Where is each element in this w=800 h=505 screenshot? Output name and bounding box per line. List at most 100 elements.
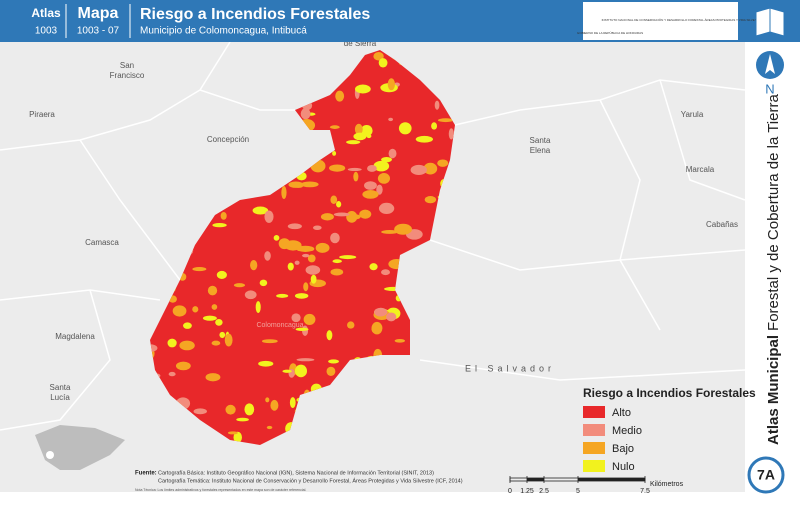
risk-patch bbox=[354, 123, 363, 135]
place-label: Magdalena bbox=[55, 332, 95, 341]
risk-patch bbox=[167, 338, 177, 348]
legend-swatch bbox=[583, 424, 605, 436]
legend-swatch bbox=[583, 460, 605, 472]
risk-patch bbox=[255, 301, 261, 313]
risk-patch bbox=[150, 344, 158, 353]
risk-patch bbox=[212, 222, 227, 228]
risk-patch bbox=[410, 164, 427, 176]
book-icon bbox=[755, 7, 785, 37]
risk-patch bbox=[398, 122, 412, 135]
legend-label: Medio bbox=[612, 425, 642, 437]
risk-patch bbox=[250, 259, 258, 271]
risk-patch bbox=[233, 431, 242, 443]
risk-patch bbox=[381, 230, 399, 234]
risk-patch bbox=[388, 148, 397, 159]
map-number: 1003 - 07 bbox=[77, 26, 120, 37]
source-line: Cartografía Básica: Instituto Geográfico… bbox=[158, 470, 434, 476]
risk-patch bbox=[295, 327, 309, 331]
risk-patch bbox=[437, 159, 449, 167]
risk-patch bbox=[434, 100, 440, 110]
risk-patch bbox=[300, 181, 319, 188]
risk-patch bbox=[346, 140, 361, 145]
inset-country bbox=[35, 425, 125, 470]
risk-patch bbox=[336, 200, 342, 208]
risk-patch bbox=[387, 78, 395, 91]
risk-patch bbox=[328, 359, 340, 364]
risk-patch bbox=[296, 245, 315, 252]
risk-patch bbox=[339, 255, 357, 260]
map-label: Mapa bbox=[78, 5, 119, 22]
scale-label: 0 bbox=[508, 488, 512, 495]
badge: 7A bbox=[757, 467, 775, 483]
risk-patch bbox=[315, 242, 330, 253]
scale-bar: Kilómetros 0 1.25 2.5 5 7.5 bbox=[508, 476, 684, 495]
risk-patch bbox=[216, 270, 227, 279]
inset-locator bbox=[46, 451, 54, 459]
atlas-number: 1003 bbox=[35, 26, 58, 37]
north-arrow bbox=[765, 54, 775, 74]
risk-patch bbox=[424, 196, 437, 204]
scale-segment bbox=[578, 478, 645, 481]
risk-patch bbox=[264, 251, 271, 261]
risk-patch bbox=[300, 108, 311, 120]
technical-note: Nota Técnica: Los límites administrativo… bbox=[135, 488, 306, 492]
risk-patch bbox=[367, 165, 377, 172]
risk-patch bbox=[307, 254, 316, 263]
risk-patch bbox=[329, 125, 340, 129]
legend-title: Riesgo a Incendios Forestales bbox=[583, 386, 756, 400]
series-rest: Forestal y de Cobertura de la Tierra bbox=[765, 94, 782, 331]
place-label-line: de Sierra bbox=[344, 39, 377, 48]
risk-patch bbox=[335, 90, 345, 102]
risk-patch bbox=[353, 132, 367, 141]
risk-patch bbox=[362, 190, 379, 199]
risk-patch bbox=[381, 156, 393, 163]
risk-patch bbox=[310, 274, 317, 284]
risk-patch bbox=[369, 263, 378, 271]
risk-patch bbox=[394, 223, 413, 235]
legend-label: Nulo bbox=[612, 461, 635, 473]
risk-patch bbox=[202, 315, 217, 321]
risk-patch bbox=[215, 318, 223, 326]
risk-patch bbox=[244, 290, 257, 300]
risk-patch bbox=[376, 184, 383, 195]
risk-patch bbox=[303, 282, 309, 292]
scale-label: 2.5 bbox=[539, 488, 549, 495]
place-label-line: Santa bbox=[50, 383, 71, 392]
risk-patch bbox=[378, 202, 395, 215]
risk-patch bbox=[278, 238, 291, 250]
risk-patch bbox=[227, 431, 238, 435]
logo-left: GOBIERNO DE LA REPÚBLICA DE HONDURAS bbox=[577, 30, 643, 35]
risk-patch bbox=[291, 313, 301, 323]
scale-label: 1.25 bbox=[520, 488, 534, 495]
risk-patch bbox=[374, 307, 388, 317]
footer: Cartografía Básica: Instituto Geográfico… bbox=[135, 470, 463, 491]
north-label: N bbox=[765, 81, 774, 96]
risk-patch bbox=[332, 150, 337, 156]
risk-patch bbox=[330, 268, 344, 276]
series-title: Atlas Municipal Forestal y de Cobertura d… bbox=[765, 94, 782, 445]
risk-patch bbox=[282, 369, 292, 373]
risk-patch bbox=[211, 304, 218, 310]
place-label: Santa Elena bbox=[530, 136, 551, 155]
risk-patch bbox=[332, 259, 342, 264]
risk-patch bbox=[326, 366, 336, 377]
risk-patch bbox=[183, 322, 192, 329]
risk-patch bbox=[313, 225, 322, 230]
risk-patch bbox=[205, 373, 221, 382]
risk-patch bbox=[225, 404, 236, 415]
risk-patch bbox=[377, 173, 391, 184]
place-label: San Francisco bbox=[110, 61, 145, 80]
risk-patch bbox=[294, 260, 300, 265]
risk-patch bbox=[281, 186, 287, 199]
source-line: Cartografía Temática: Instituto Nacional… bbox=[158, 477, 463, 484]
place-label: Colomoncagua bbox=[256, 322, 303, 329]
risk-patch bbox=[265, 397, 270, 403]
risk-patch bbox=[330, 195, 338, 205]
place-label: Camasca bbox=[85, 238, 119, 247]
legend-swatch bbox=[583, 442, 605, 454]
risk-patch bbox=[364, 181, 377, 190]
risk-patch bbox=[175, 361, 191, 371]
place-label: Marcala bbox=[686, 165, 715, 174]
risk-patch bbox=[448, 128, 454, 140]
